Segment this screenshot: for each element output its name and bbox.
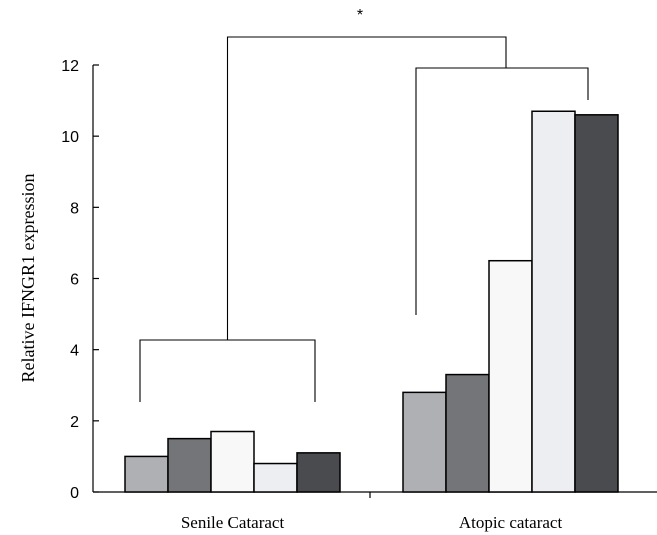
x-category-label-senile: Senile Cataract: [181, 513, 285, 532]
bar: [296, 452, 341, 493]
significance-brackets: [139, 36, 589, 402]
bar: [488, 259, 533, 493]
y-tick-label: 12: [61, 58, 79, 75]
bracket-atopic: [415, 67, 589, 315]
bars: [124, 110, 619, 493]
bar: [210, 430, 255, 493]
bar: [253, 462, 298, 493]
bar: [402, 391, 447, 493]
bar: [445, 373, 490, 493]
y-ticks: 0 2 4 6 8 10 12: [61, 58, 99, 502]
bracket-comparison: [226, 36, 507, 340]
bar: [167, 437, 212, 493]
y-tick-label: 10: [61, 129, 79, 146]
bracket-senile: [139, 339, 316, 402]
bar: [124, 455, 169, 493]
y-tick-label: 8: [70, 200, 79, 217]
y-axis-title: Relative IFNGR1 expression: [18, 174, 38, 383]
y-tick-label: 2: [70, 414, 79, 431]
y-tick-label: 6: [70, 272, 79, 289]
y-tick-label: 4: [70, 343, 79, 360]
bar: [574, 114, 619, 493]
x-category-label-atopic: Atopic cataract: [459, 513, 563, 532]
bar: [531, 110, 576, 493]
significance-star: *: [357, 7, 363, 24]
y-tick-label: 0: [70, 485, 79, 502]
